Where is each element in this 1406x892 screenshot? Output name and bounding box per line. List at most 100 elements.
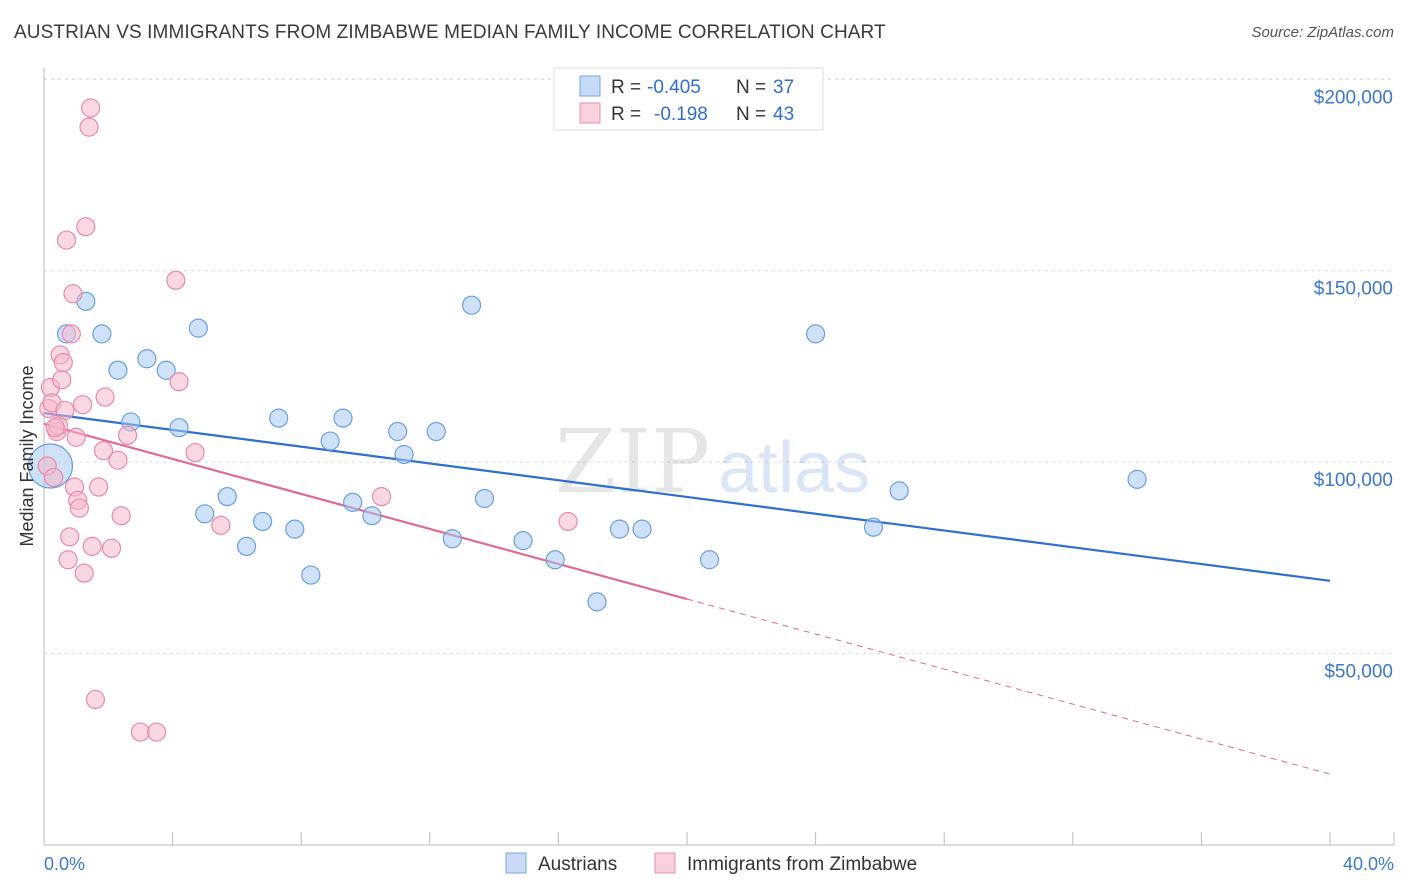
point-austrians-29 bbox=[609, 519, 630, 539]
legend-n-value-1: 37 bbox=[773, 77, 794, 98]
point-zimbabwe-19 bbox=[69, 498, 89, 518]
point-austrians-20 bbox=[362, 506, 382, 526]
trend-line-austrians bbox=[43, 412, 1331, 582]
point-zimbabwe-22 bbox=[76, 217, 96, 237]
point-austrians-24 bbox=[442, 529, 462, 549]
trend-line-zimbabwe-dashed bbox=[686, 598, 1331, 775]
point-austrians-10 bbox=[195, 504, 215, 524]
y-tick-label-3: $200,000 bbox=[1314, 87, 1393, 108]
point-austrians-15 bbox=[285, 519, 305, 539]
bottom-legend-swatch-austrians bbox=[505, 852, 527, 874]
chart-title: AUSTRIAN VS IMMIGRANTS FROM ZIMBABWE MED… bbox=[14, 22, 886, 43]
point-austrians-8 bbox=[169, 418, 189, 438]
point-austrians-13 bbox=[253, 511, 273, 532]
grid-lines bbox=[44, 78, 1394, 655]
point-austrians-23 bbox=[426, 421, 446, 442]
point-zimbabwe-24 bbox=[81, 98, 101, 118]
point-zimbabwe-8 bbox=[52, 370, 72, 390]
point-zimbabwe-20 bbox=[72, 395, 93, 415]
point-zimbabwe-42 bbox=[45, 418, 65, 438]
point-zimbabwe-41 bbox=[558, 511, 578, 532]
legend-n-label-1: N = bbox=[736, 77, 766, 98]
point-austrians-22 bbox=[394, 444, 414, 465]
point-zimbabwe-32 bbox=[111, 506, 131, 526]
point-austrians-19 bbox=[343, 492, 363, 512]
y-tick-label-2: $150,000 bbox=[1314, 279, 1393, 300]
bottom-legend-label-zimbabwe: Immigrants from Zimbabwe bbox=[687, 854, 917, 875]
point-zimbabwe-39 bbox=[211, 515, 231, 535]
point-austrians-21 bbox=[388, 421, 408, 442]
point-zimbabwe-34 bbox=[130, 722, 151, 742]
chart-source: Source: ZipAtlas.com bbox=[1251, 24, 1394, 41]
point-austrians-18 bbox=[333, 408, 353, 428]
point-zimbabwe-28 bbox=[95, 387, 115, 407]
legend-r-label-1: R = bbox=[611, 77, 641, 98]
point-austrians-35 bbox=[889, 481, 909, 501]
watermark: ZIP atlas bbox=[555, 410, 870, 513]
x-tick-labels: 0.0% 40.0% bbox=[44, 854, 1394, 874]
legend-box: R = -0.405 N = 37 R = -0.198 N = 43 bbox=[553, 67, 824, 131]
point-zimbabwe-17 bbox=[66, 427, 86, 447]
legend-n-value-2: 43 bbox=[773, 104, 794, 125]
point-austrians-28 bbox=[545, 550, 565, 570]
point-zimbabwe-29 bbox=[93, 441, 114, 461]
legend-swatch-austrians bbox=[579, 75, 601, 97]
point-zimbabwe-23 bbox=[79, 117, 99, 137]
legend-n-label-2: N = bbox=[736, 104, 766, 125]
point-zimbabwe-30 bbox=[101, 538, 122, 558]
point-zimbabwe-40 bbox=[371, 487, 392, 507]
point-austrians-17 bbox=[320, 431, 340, 451]
point-zimbabwe-4 bbox=[44, 467, 64, 488]
point-zimbabwe-35 bbox=[146, 722, 167, 742]
legend-r-value-1: -0.405 bbox=[647, 77, 701, 98]
point-zimbabwe-38 bbox=[185, 442, 205, 463]
point-zimbabwe-27 bbox=[89, 477, 109, 497]
point-austrians-31 bbox=[587, 592, 607, 612]
point-austrians-4 bbox=[108, 360, 128, 380]
point-austrians-7 bbox=[156, 360, 176, 380]
point-austrians-6 bbox=[137, 349, 157, 369]
y-tick-labels: $50,000 $100,000 $150,000 $200,000 bbox=[1314, 87, 1393, 682]
x-tick-max: 40.0% bbox=[1343, 854, 1394, 874]
point-austrians-9 bbox=[188, 318, 208, 338]
bottom-legend-label-austrians: Austrians bbox=[538, 854, 617, 875]
point-austrians-25 bbox=[461, 295, 482, 315]
point-austrians-16 bbox=[301, 565, 321, 585]
data-points bbox=[27, 98, 1147, 742]
point-zimbabwe-21 bbox=[74, 563, 94, 583]
point-zimbabwe-37 bbox=[169, 372, 189, 392]
point-austrians-34 bbox=[863, 517, 884, 537]
point-austrians-11 bbox=[217, 487, 237, 507]
watermark-atlas: atlas bbox=[718, 428, 870, 508]
bottom-legend-swatch-zimbabwe bbox=[654, 852, 676, 874]
y-tick-label-1: $100,000 bbox=[1314, 470, 1393, 491]
point-zimbabwe-33 bbox=[117, 425, 138, 445]
x-tick-min: 0.0% bbox=[44, 854, 85, 874]
point-austrians-12 bbox=[236, 536, 257, 556]
legend-swatch-zimbabwe bbox=[579, 102, 601, 124]
point-zimbabwe-31 bbox=[108, 450, 128, 470]
point-austrians-32 bbox=[699, 550, 720, 570]
point-austrians-33 bbox=[805, 324, 826, 344]
bottom-legend: Austrians Immigrants from Zimbabwe bbox=[505, 852, 917, 875]
point-zimbabwe-15 bbox=[63, 284, 83, 304]
point-zimbabwe-26 bbox=[85, 689, 106, 710]
point-zimbabwe-25 bbox=[82, 536, 102, 556]
point-austrians-36 bbox=[1127, 469, 1147, 489]
point-zimbabwe-13 bbox=[60, 527, 80, 547]
point-austrians-27 bbox=[513, 531, 533, 551]
point-austrians-30 bbox=[632, 519, 652, 539]
point-zimbabwe-14 bbox=[61, 324, 81, 344]
point-austrians-14 bbox=[269, 408, 289, 428]
point-zimbabwe-10 bbox=[55, 400, 75, 421]
point-austrians-26 bbox=[474, 488, 495, 509]
legend-r-value-2: -0.198 bbox=[654, 104, 708, 125]
point-austrians-3 bbox=[92, 324, 112, 344]
y-axis-title: Median Family Income bbox=[17, 365, 37, 546]
point-zimbabwe-12 bbox=[58, 550, 78, 570]
point-zimbabwe-11 bbox=[56, 230, 77, 250]
y-tick-label-0: $50,000 bbox=[1324, 662, 1393, 683]
point-zimbabwe-9 bbox=[53, 353, 73, 373]
point-zimbabwe-36 bbox=[166, 270, 186, 290]
